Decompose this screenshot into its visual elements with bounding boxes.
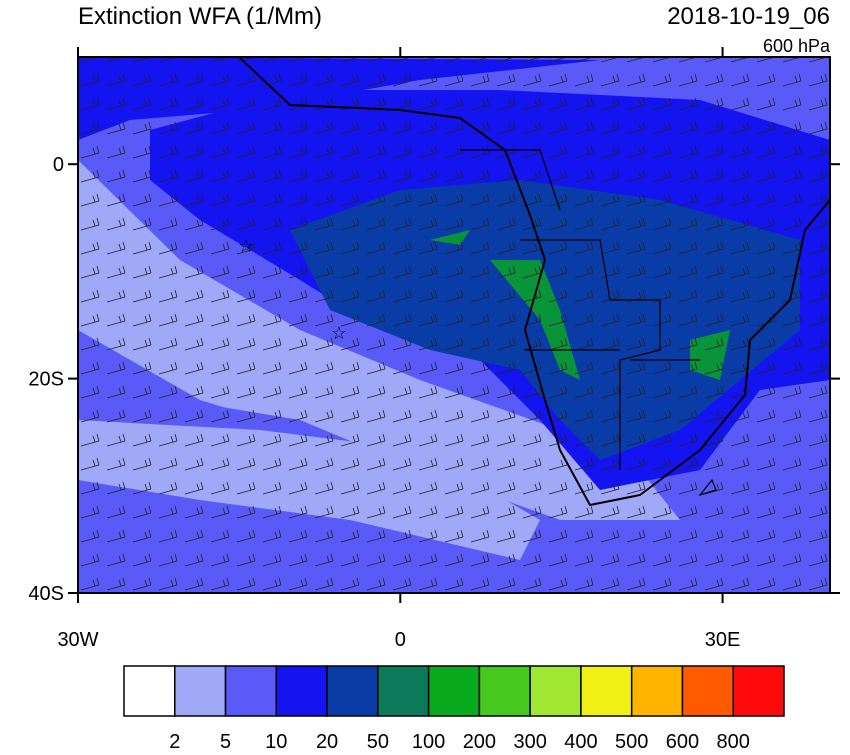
y-tick-label: 20S — [28, 369, 64, 391]
map-frame — [77, 56, 831, 594]
colorbar-label: 10 — [265, 731, 287, 750]
map-field: ☆ ☆ — [78, 57, 830, 593]
colorbar-label: 2 — [169, 731, 180, 750]
colorbar-swatch — [224, 665, 278, 717]
colorbar-label: 200 — [463, 731, 496, 750]
station-marker: ☆ — [331, 323, 347, 343]
colorbar-swatch — [377, 665, 430, 717]
colorbar-label: 300 — [513, 731, 546, 750]
colorbar-label: 500 — [615, 731, 648, 750]
colorbar-swatch — [732, 665, 785, 717]
x-tick-label: 30W — [57, 629, 98, 651]
colorbar-label: 50 — [367, 731, 389, 750]
colorbar-swatch — [427, 665, 481, 717]
colorbar-label: 100 — [412, 731, 445, 750]
station-marker: ☆ — [238, 236, 254, 256]
colorbar-swatch — [478, 665, 531, 717]
x-tick-label: 0 — [395, 629, 406, 651]
colorbar-label: 600 — [666, 731, 699, 750]
colorbar-label: 400 — [564, 731, 597, 750]
x-tick-label: 30E — [705, 629, 741, 651]
colorbar-swatch — [326, 665, 379, 717]
colorbar-swatch — [630, 665, 684, 717]
colorbar-swatch — [275, 665, 328, 717]
colorbar-label: 800 — [717, 731, 750, 750]
colorbar-swatch — [123, 665, 176, 717]
colorbar-swatch — [681, 665, 734, 717]
colorbar-swatch — [529, 665, 582, 717]
colorbar-label: 20 — [316, 731, 338, 750]
colorbar-swatch — [580, 665, 633, 717]
valid-time: 2018-10-19_06 — [667, 3, 830, 30]
title: Extinction WFA (1/Mm) — [78, 3, 322, 30]
colorbar-label: 5 — [220, 731, 231, 750]
y-tick-label: 0 — [53, 154, 64, 176]
y-tick-label: 40S — [28, 583, 64, 605]
colorbar-swatch — [174, 665, 227, 717]
level: 600 hPa — [763, 36, 831, 56]
